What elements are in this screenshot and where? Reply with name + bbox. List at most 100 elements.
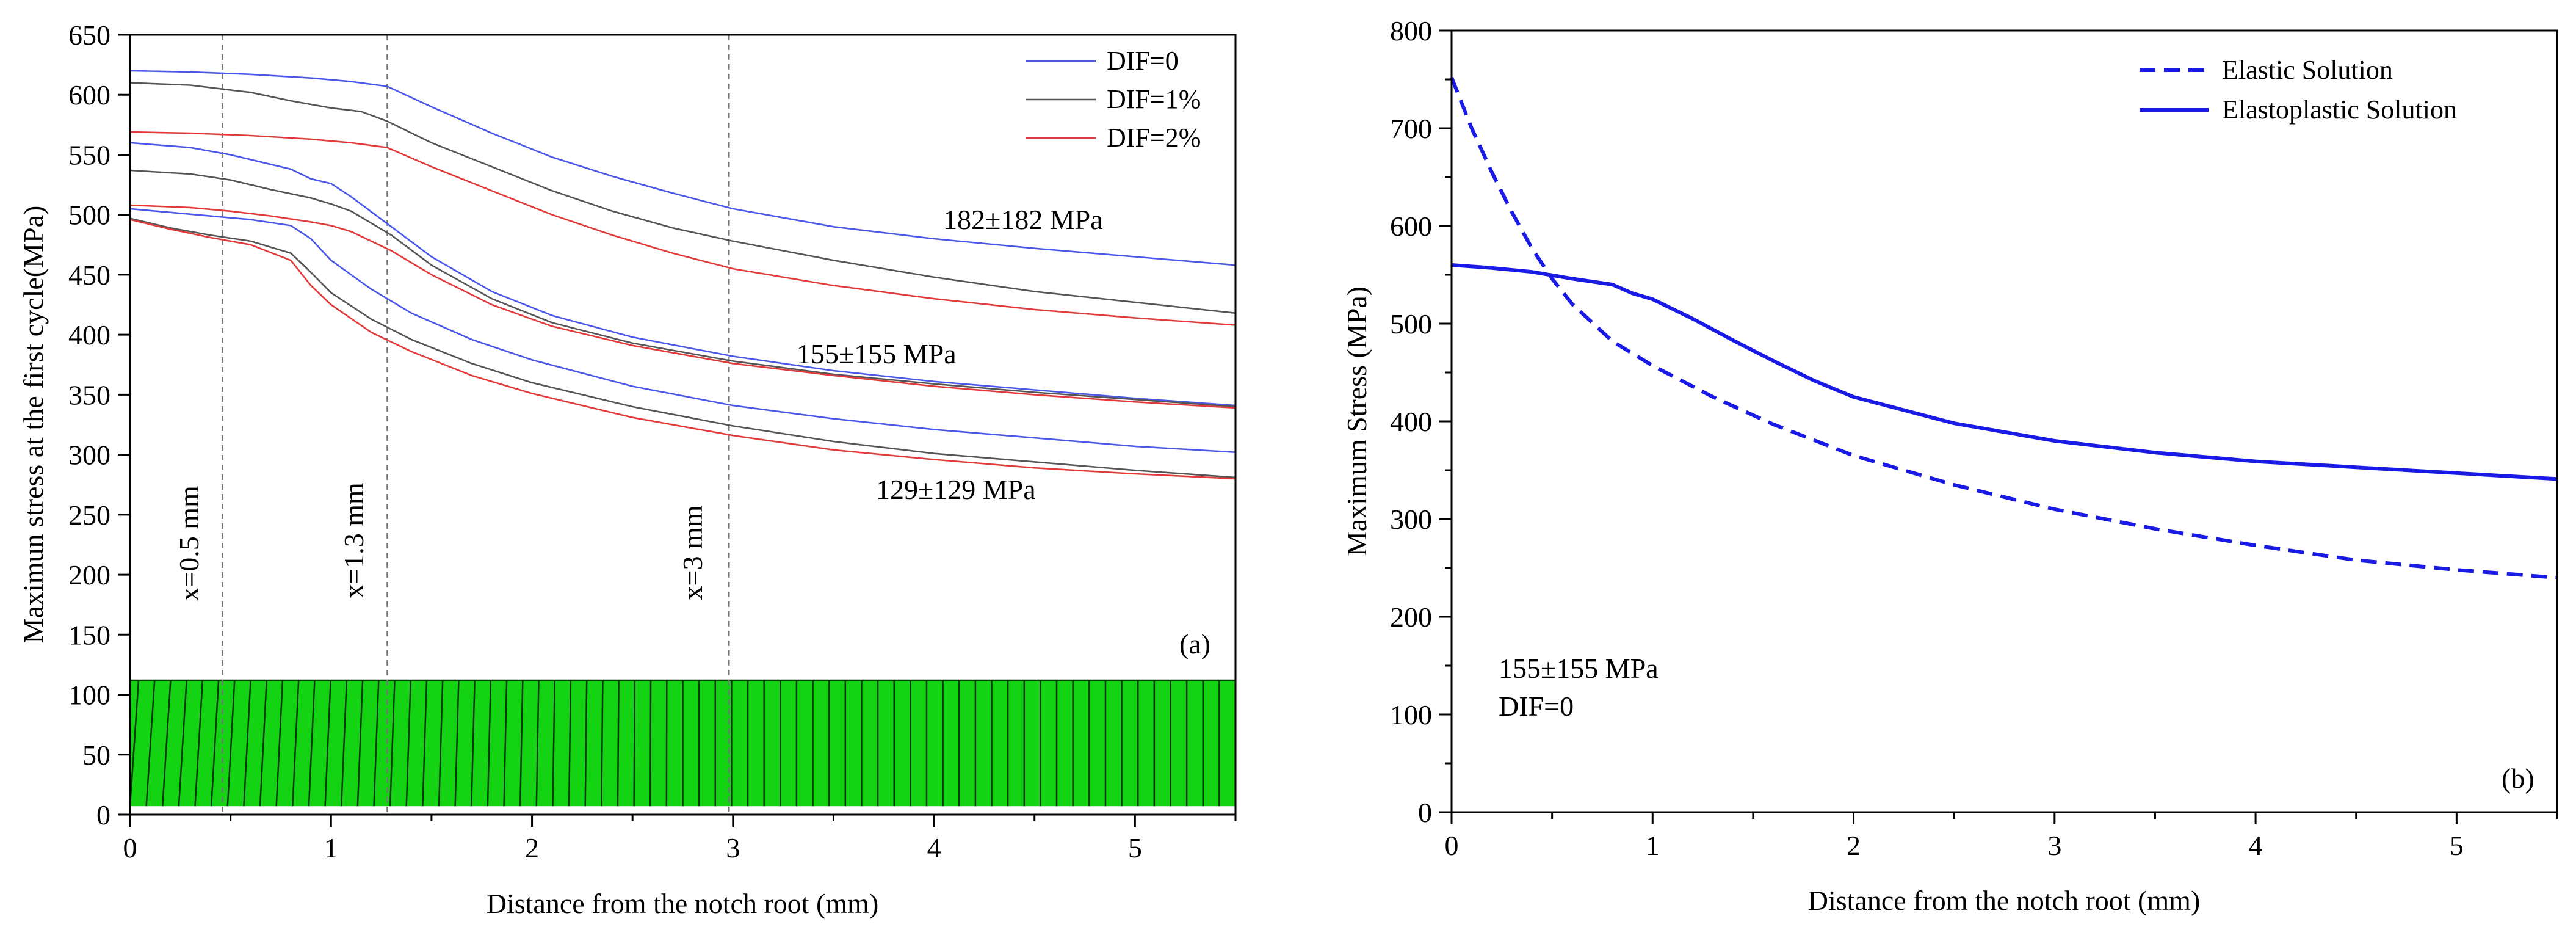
b-x-tick-label: 3	[2047, 830, 2061, 861]
panel-b-series-group	[1450, 76, 2558, 579]
panel-b-annotation-dif: DIF=0	[1499, 691, 1574, 722]
a-series-129-129-mpa-dif-2pct	[129, 219, 1236, 480]
mesh-element-line	[422, 680, 428, 807]
panel-b-x-axis-title: Distance from the notch root (mm)	[1808, 885, 2201, 916]
a-x-tick-label: 4	[927, 832, 941, 863]
panel-a-series-group	[129, 70, 1236, 480]
mesh-element-line	[259, 680, 268, 807]
b-y-tick-label: 600	[1390, 211, 1432, 242]
b-series-elastoplastic-solution	[1451, 263, 2558, 481]
a-y-tick-label: 400	[68, 319, 110, 351]
a-y-tick-label: 600	[68, 79, 110, 111]
panel-a-x-axis-title: Distance from the notch root (mm)	[487, 888, 879, 919]
a-y-tick-label: 550	[68, 139, 110, 170]
panel-a-refline-label-1-3mm: x=1.3 mm	[338, 482, 369, 598]
mesh-element-line	[405, 680, 411, 807]
mesh-element-line	[145, 680, 156, 807]
panel-b-chart: 0 1 2 3 4 5 0 100 200 300 400 500 600 700 800 Distanc…	[1341, 15, 2558, 916]
panel-a-group-label-155: 155±155 MPa	[797, 338, 957, 369]
panel-b-y-axis-title: Maximum Stress (MPa)	[1341, 286, 1372, 556]
legend-label-elastic: Elastic Solution	[2222, 55, 2393, 85]
a-y-tick-label: 150	[68, 619, 110, 650]
panel-a-group-label-129: 129±129 MPa	[876, 474, 1036, 505]
b-y-tick-label: 0	[1418, 797, 1432, 828]
b-y-tick-label: 800	[1390, 15, 1432, 46]
mesh-element-line	[601, 680, 604, 807]
panel-a-x-ticks: 0 1 2 3 4 5	[123, 815, 1237, 863]
a-x-tick-label: 0	[123, 832, 137, 863]
a-series-182-182-mpa-dif-1pct	[129, 82, 1236, 314]
mesh-element-line	[210, 680, 220, 807]
mesh-element-line	[243, 680, 251, 807]
mesh-element-line	[194, 680, 204, 807]
mesh-element-line	[275, 680, 284, 807]
a-y-tick-label: 100	[68, 680, 110, 711]
a-x-tick-label: 1	[324, 832, 338, 863]
panel-a-group-label-182: 182±182 MPa	[943, 204, 1103, 235]
legend-label-dif-0: DIF=0	[1107, 46, 1179, 76]
mesh-element-line	[503, 680, 508, 807]
a-series-155-155-mpa-dif-1pct	[129, 169, 1236, 408]
panel-a-refline-label-0-5mm: x=0.5 mm	[173, 485, 204, 601]
mesh-element-line	[324, 680, 331, 807]
mesh-element-line	[389, 680, 396, 807]
b-x-tick-label: 5	[2450, 830, 2464, 861]
mesh-element-line	[308, 680, 316, 807]
mesh-element-line	[178, 680, 187, 807]
a-series-155-155-mpa-dif-2pct	[129, 204, 1236, 409]
b-x-tick-label: 0	[1445, 830, 1459, 861]
mesh-element-line	[162, 680, 172, 807]
panel-a-y-axis-title: Maximun stress at the first cycle(MPa)	[18, 206, 49, 644]
panel-a-y-ticks: 0 50 100 150 200 250 300 350 400 450 500 550 600 650	[68, 20, 130, 830]
b-y-tick-label: 100	[1390, 699, 1432, 730]
mesh-element-line	[487, 680, 492, 807]
panel-a-refline-label-3mm: x=3 mm	[677, 505, 708, 600]
panel-a-mesh-band	[129, 679, 1237, 807]
a-x-tick-label: 3	[726, 832, 740, 863]
a-x-tick-label: 5	[1128, 832, 1142, 863]
mesh-element-line	[226, 680, 236, 807]
b-x-tick-label: 1	[1646, 830, 1660, 861]
panel-b-annotation-load: 155±155 MPa	[1499, 653, 1659, 684]
a-y-tick-label: 0	[96, 799, 110, 830]
mesh-element-line	[129, 680, 140, 807]
panel-a-reference-lines	[222, 35, 730, 815]
b-y-tick-label: 700	[1390, 113, 1432, 144]
b-series-elastic-solution	[1450, 76, 2558, 579]
panel-b-plot-background	[1452, 31, 2557, 812]
mesh-element-line	[584, 680, 588, 807]
a-series-129-129-mpa-dif-1pct	[129, 217, 1236, 479]
a-x-tick-label: 2	[525, 832, 539, 863]
mesh-element-line	[649, 680, 652, 807]
a-y-tick-label: 350	[68, 379, 110, 410]
a-y-tick-label: 450	[68, 260, 110, 291]
panel-a-chart: 0 1 2 3 4 5 0 50 100 150 200 250 300 350 400 450 500 550…	[18, 20, 1237, 919]
panel-b-x-ticks: 0 1 2 3 4 5	[1445, 812, 2558, 861]
mesh-element-line	[454, 680, 460, 807]
legend-label-dif-1: DIF=1%	[1107, 84, 1201, 114]
b-x-tick-label: 2	[1847, 830, 1861, 861]
a-series-182-182-mpa-dif-2pct	[129, 131, 1236, 326]
b-y-tick-label: 400	[1390, 406, 1432, 437]
legend-label-elastoplastic: Elastoplastic Solution	[2222, 95, 2457, 125]
mesh-element-line	[568, 680, 572, 807]
mesh-element-line	[292, 680, 300, 807]
a-series-155-155-mpa-dif-0	[129, 142, 1236, 407]
mesh-element-line	[535, 680, 540, 807]
panel-b-y-ticks: 0 100 200 300 400 500 600 700 800	[1390, 15, 1452, 828]
a-y-tick-label: 500	[68, 200, 110, 231]
b-y-tick-label: 200	[1390, 601, 1432, 633]
a-y-tick-label: 250	[68, 500, 110, 531]
panel-a-plot-frame	[129, 34, 1237, 816]
a-y-tick-label: 50	[82, 739, 110, 771]
panel-a-label: (a)	[1179, 628, 1210, 659]
b-y-tick-label: 300	[1390, 504, 1432, 535]
mesh-element-line	[519, 680, 524, 807]
legend-label-dif-2: DIF=2%	[1107, 123, 1201, 153]
mesh-element-line	[552, 680, 555, 807]
mesh-element-line	[373, 680, 380, 807]
mesh-element-line	[438, 680, 444, 807]
b-y-tick-label: 500	[1390, 308, 1432, 340]
mesh-element-line	[356, 680, 364, 807]
